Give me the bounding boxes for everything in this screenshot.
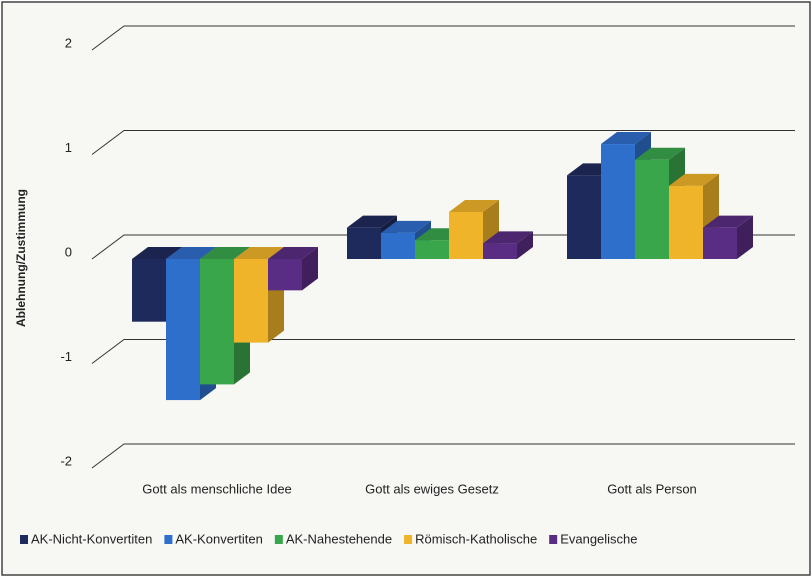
legend-label: AK-Konvertiten [175, 531, 262, 546]
bar [703, 227, 737, 259]
bar-side [302, 247, 318, 291]
x-tick-label: Gott als Person [607, 481, 697, 496]
legend-label: Evangelische [560, 531, 637, 546]
bar-top [449, 199, 499, 212]
bar [601, 144, 635, 259]
bar [567, 175, 601, 259]
grid-line [91, 130, 795, 155]
bar-top [635, 147, 685, 160]
y-tick-label: 0 [65, 244, 72, 259]
y-tick-label: 2 [65, 35, 72, 50]
legend-swatch [20, 535, 28, 544]
legend-label: AK-Nahestehende [286, 531, 392, 546]
bar-top [703, 215, 753, 228]
bar-top [166, 247, 216, 259]
y-tick-label: -1 [60, 349, 72, 364]
bar [483, 243, 517, 259]
bar [669, 185, 703, 259]
bar [268, 259, 302, 291]
bar [166, 259, 200, 401]
legend-swatch [404, 535, 413, 544]
bar [635, 159, 669, 259]
bar-top [132, 247, 182, 259]
bar-top [483, 231, 533, 244]
grid-line [91, 443, 795, 469]
bar-top [200, 247, 250, 259]
bar [132, 259, 166, 322]
legend-label: AK-Nicht-Konvertiten [31, 531, 152, 546]
legend-swatch [164, 535, 173, 544]
bar [415, 240, 449, 259]
bar [200, 259, 234, 385]
bar-top [669, 173, 719, 186]
x-tick-label: Gott als menschliche Idee [142, 481, 292, 496]
legend-label: Römisch-Katholische [415, 531, 537, 546]
y-tick-label: -2 [60, 453, 72, 468]
grid-line [91, 25, 795, 51]
grid-line [91, 339, 795, 364]
x-tick-label: Gott als ewiges Gesetz [365, 481, 499, 496]
bar-side [737, 215, 753, 259]
legend-swatch [549, 535, 558, 544]
y-tick-label: 1 [65, 140, 72, 155]
bar [234, 259, 268, 343]
bar-side [517, 231, 533, 259]
bar-top [268, 247, 318, 259]
bar-top [381, 220, 431, 233]
bar [449, 211, 483, 259]
bar-top [234, 247, 284, 259]
bar-top [347, 215, 397, 228]
bar-top [601, 132, 651, 145]
bar [347, 227, 381, 259]
y-axis-label: Ablehnung/Zustimmung [14, 189, 28, 327]
legend-swatch [274, 535, 283, 544]
bar [381, 232, 415, 259]
